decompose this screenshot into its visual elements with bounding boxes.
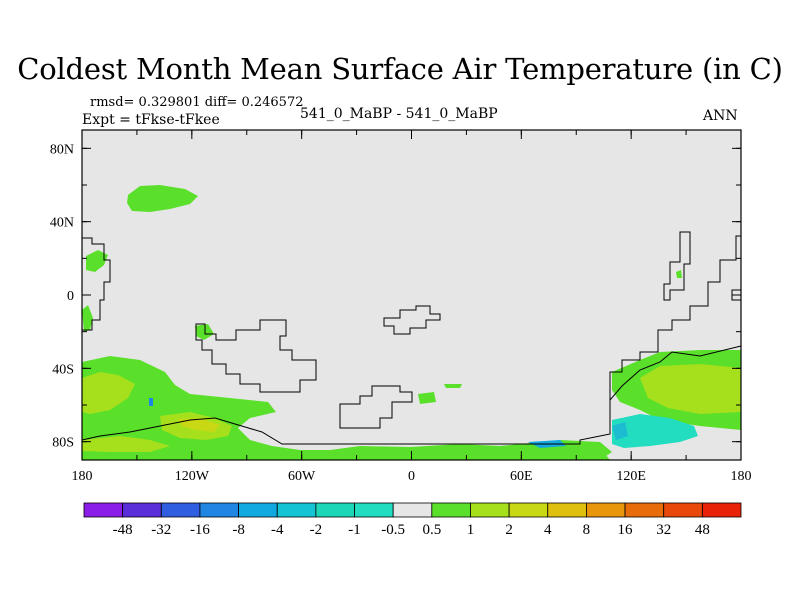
coast-mid-ocean bbox=[383, 305, 441, 335]
coast-south-america bbox=[195, 319, 317, 393]
colorbar-swatch bbox=[392, 502, 433, 518]
colorbar: -48 -32 -16 -8 -4 -2 -1 -0.5 0.5 1 2 4 8 16 32 48 bbox=[83, 502, 742, 538]
region-east-antarctica-cool bbox=[612, 414, 698, 448]
colorbar-label: -4 bbox=[271, 522, 284, 538]
colorbar-label: -32 bbox=[151, 522, 171, 538]
colorbar-label: 0.5 bbox=[422, 522, 441, 538]
x-tick-label: 180 bbox=[72, 469, 93, 484]
region-west-pacific-small bbox=[86, 250, 108, 272]
coastline-layer bbox=[81, 231, 742, 445]
y-tick-label: 40N bbox=[50, 216, 74, 231]
y-tick-label: 80N bbox=[50, 142, 74, 157]
region-west-pacific-dot bbox=[82, 305, 93, 332]
colorbar-swatch bbox=[354, 502, 394, 518]
colorbar-swatch bbox=[624, 502, 665, 518]
colorbar-swatch bbox=[238, 502, 278, 518]
region-east-ant-light bbox=[500, 440, 612, 460]
x-tick-label: 0 bbox=[408, 469, 415, 484]
colorbar-label: 32 bbox=[656, 522, 671, 538]
colorbar-label: -16 bbox=[190, 522, 210, 538]
x-tick-label: 120E bbox=[616, 469, 646, 484]
colorbar-swatch bbox=[547, 502, 587, 518]
axes-layer: 180 120W 60W 0 60E 120E 180 80N 40N 0 40S 80S bbox=[50, 130, 752, 484]
colorbar-label: -0.5 bbox=[381, 522, 405, 538]
chart-title: Coldest Month Mean Surface Air Temperatu… bbox=[17, 52, 783, 86]
colorbar-label: -1 bbox=[348, 522, 361, 538]
coast-west-continent bbox=[82, 237, 111, 331]
colorbar-label: 1 bbox=[467, 522, 475, 538]
coast-south-atlantic-island bbox=[339, 385, 413, 429]
coast-asia-peninsula bbox=[663, 231, 691, 301]
colorbar-swatch bbox=[199, 502, 239, 518]
comparison-label: 541_0_MaBP - 541_0_MaBP bbox=[300, 106, 498, 122]
colorbar-label: 2 bbox=[505, 522, 513, 538]
y-tick-label: 0 bbox=[67, 289, 74, 304]
colorbar-label: 4 bbox=[544, 522, 552, 538]
colorbar-swatch bbox=[276, 502, 317, 518]
colorbar-swatch bbox=[470, 502, 510, 518]
coast-east-continent bbox=[609, 235, 741, 430]
field-layer bbox=[82, 185, 741, 460]
region-indian-blue-dot bbox=[149, 398, 153, 406]
colorbar-label: 16 bbox=[618, 522, 634, 538]
stats-text: rmsd= 0.329801 diff= 0.246572 bbox=[90, 95, 304, 110]
region-south-atlantic-small bbox=[418, 392, 436, 404]
colorbar-swatch bbox=[701, 502, 742, 518]
experiment-label: Expt = tFkse-tFkee bbox=[82, 112, 220, 128]
region-east-antarctica-darker bbox=[612, 422, 628, 440]
x-tick-label: 60W bbox=[288, 469, 316, 484]
colorbar-swatch bbox=[586, 502, 626, 518]
region-australia-warm bbox=[640, 364, 741, 414]
colorbar-swatch bbox=[315, 502, 355, 518]
colorbar-label: 8 bbox=[583, 522, 591, 538]
region-south-pacific-warm bbox=[82, 372, 135, 414]
y-tick-label: 80S bbox=[52, 436, 74, 451]
period-label: ANN bbox=[703, 108, 738, 124]
colorbar-label: -8 bbox=[232, 522, 245, 538]
colorbar-swatch bbox=[83, 502, 124, 518]
y-tick-label: 40S bbox=[52, 362, 74, 377]
region-asia-dot bbox=[676, 270, 682, 278]
region-north-pacific bbox=[127, 185, 198, 212]
x-tick-label: 180 bbox=[731, 469, 752, 484]
colorbar-swatch bbox=[122, 502, 162, 518]
colorbar-label: -2 bbox=[310, 522, 323, 538]
colorbar-swatch bbox=[508, 502, 549, 518]
region-antarctic-yellow bbox=[178, 418, 220, 432]
x-tick-label: 120W bbox=[175, 469, 210, 484]
coast-antarctica bbox=[81, 345, 742, 445]
colorbar-swatch bbox=[431, 502, 471, 518]
x-tick-label: 60E bbox=[510, 469, 533, 484]
region-indian-small bbox=[444, 384, 462, 388]
colorbar-label: 48 bbox=[695, 522, 710, 538]
colorbar-swatch bbox=[160, 502, 201, 518]
colorbar-label: -48 bbox=[113, 522, 133, 538]
colorbar-swatch bbox=[663, 502, 703, 518]
region-antarctic-strip bbox=[82, 436, 170, 452]
